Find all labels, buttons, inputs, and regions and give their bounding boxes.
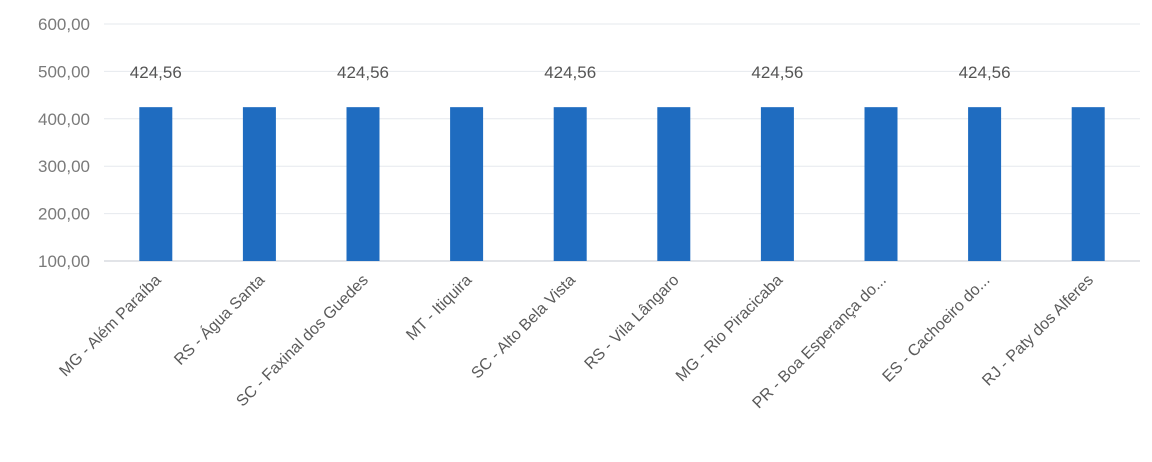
bar bbox=[968, 107, 1002, 261]
data-label: 424,56 bbox=[337, 63, 389, 82]
bar bbox=[346, 107, 380, 261]
x-tick-label: RS - Vila Lângaro bbox=[582, 272, 683, 373]
x-tick-label: MT - Itiquira bbox=[403, 272, 475, 344]
y-tick-label: 300,00 bbox=[38, 157, 90, 176]
x-tick-label: RJ - Paty dos Alferes bbox=[979, 272, 1097, 390]
x-tick-label: ES - Cachoeiro do... bbox=[880, 272, 994, 386]
data-label: 424,56 bbox=[130, 63, 182, 82]
data-label: 424,56 bbox=[959, 63, 1011, 82]
y-tick-label: 600,00 bbox=[38, 15, 90, 34]
y-tick-label: 100,00 bbox=[38, 252, 90, 271]
gridlines bbox=[104, 23, 1140, 262]
y-tick-label: 200,00 bbox=[38, 205, 90, 224]
bars bbox=[139, 107, 1105, 261]
y-tick-label: 400,00 bbox=[38, 110, 90, 129]
bar bbox=[242, 107, 276, 261]
bar bbox=[760, 107, 794, 261]
data-label: 424,56 bbox=[544, 63, 596, 82]
y-tick-label: 500,00 bbox=[38, 62, 90, 81]
x-tick-label: MG - Rio Piracicaba bbox=[673, 272, 786, 385]
bar bbox=[864, 107, 898, 261]
bar bbox=[1071, 107, 1105, 261]
x-tick-label: SC - Alto Bela Vista bbox=[468, 272, 579, 383]
y-axis: 100,00 200,00 300,00 400,00 500,00 600,00 bbox=[38, 15, 90, 271]
bar bbox=[139, 107, 173, 261]
bar bbox=[553, 107, 587, 261]
data-label: 424,56 bbox=[751, 63, 803, 82]
bar bbox=[450, 107, 484, 261]
bar bbox=[657, 107, 691, 261]
x-tick-label: MG - Além Paraíba bbox=[56, 272, 164, 380]
data-labels: 424,56 424,56 424,56 424,56 424,56 bbox=[130, 63, 1011, 82]
x-tick-label: RS - Água Santa bbox=[170, 270, 268, 368]
